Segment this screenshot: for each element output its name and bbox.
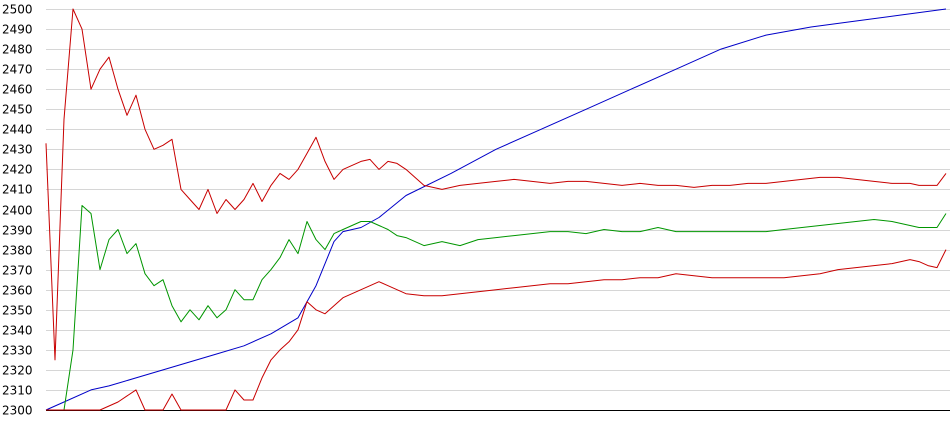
y-tick-label: 2430: [2, 143, 33, 157]
y-axis-tick-labels: 2300 2310 2320 2330 2340 2350 2360 2370 2380 2390…: [2, 3, 33, 418]
y-tick-label: 2470: [2, 63, 33, 77]
y-tick-label: 2320: [2, 364, 33, 378]
y-tick-label: 2380: [2, 244, 33, 258]
gridlines: [46, 9, 950, 411]
y-tick-label: 2300: [2, 404, 33, 418]
y-tick-label: 2340: [2, 324, 33, 338]
y-tick-label: 2390: [2, 224, 33, 238]
series-line-3: [45, 8, 947, 361]
y-tick-label: 2350: [2, 304, 33, 318]
y-tick-label: 2500: [2, 3, 33, 17]
series-line-2: [46, 205, 947, 411]
y-tick-label: 2400: [2, 204, 33, 218]
y-tick-label: 2310: [2, 384, 33, 398]
y-tick-label: 2450: [2, 103, 33, 117]
y-tick-label: 2370: [2, 264, 33, 278]
y-tick-label: 2360: [2, 284, 33, 298]
y-tick-label: 2330: [2, 344, 33, 358]
y-tick-label: 2410: [2, 183, 33, 197]
series-line-4: [46, 249, 947, 411]
y-tick-label: 2490: [2, 23, 33, 37]
y-tick-label: 2420: [2, 163, 33, 177]
series-lines: [45, 8, 947, 411]
y-tick-label: 2440: [2, 123, 33, 137]
y-tick-label: 2480: [2, 43, 33, 57]
series-line-1: [45, 8, 947, 411]
y-tick-label: 2460: [2, 83, 33, 97]
